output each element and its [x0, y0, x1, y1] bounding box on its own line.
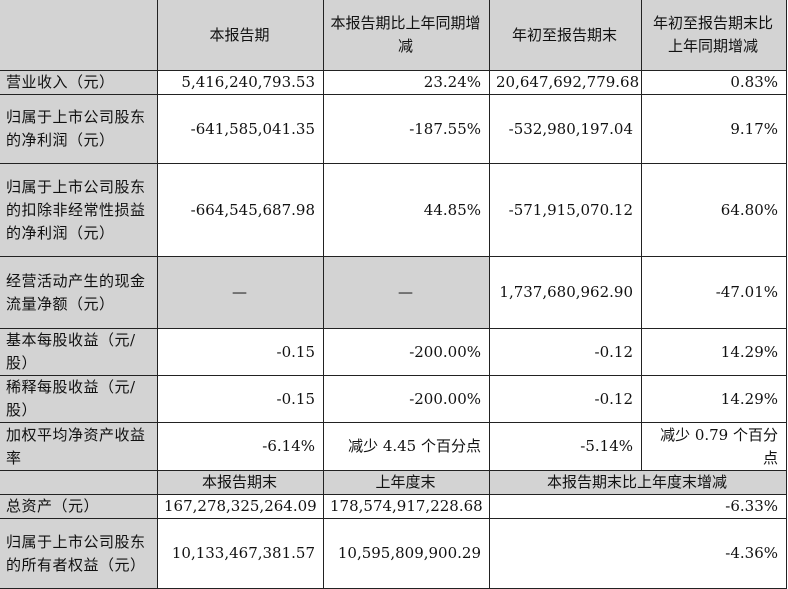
header-cell: 本报告期末 — [157, 470, 324, 495]
cell: -571,915,070.12 — [489, 163, 642, 257]
row-label: 稀释每股收益（元/股） — [0, 375, 158, 423]
cell: -664,545,687.98 — [157, 163, 324, 257]
header-cell: 本报告期比上年同期增减 — [323, 0, 490, 71]
cell: 减少 4.45 个百分点 — [323, 422, 490, 471]
header-cell: 本报告期 — [157, 0, 324, 71]
cell: 14.29% — [641, 375, 787, 423]
table-row: 稀释每股收益（元/股） -0.15 -200.00% -0.12 14.29% — [0, 375, 787, 423]
cell: 14.29% — [641, 328, 787, 376]
table-row: 总资产（元） 167,278,325,264.09 178,574,917,22… — [0, 494, 787, 519]
table-row: 归属于上市公司股东的所有者权益（元） 10,133,467,381.57 10,… — [0, 518, 787, 589]
header-cell-blank — [0, 0, 158, 71]
table-row: 归属于上市公司股东的净利润（元） -641,585,041.35 -187.55… — [0, 94, 787, 164]
cell: 20,647,692,779.68 — [489, 70, 642, 95]
table-row: 基本每股收益（元/股） -0.15 -200.00% -0.12 14.29% — [0, 328, 787, 376]
header-cell: 上年度末 — [323, 470, 490, 495]
table-row: 加权平均净资产收益率 -6.14% 减少 4.45 个百分点 -5.14% 减少… — [0, 422, 787, 471]
row-label: 总资产（元） — [0, 494, 158, 519]
cell: 1,737,680,962.90 — [489, 256, 642, 329]
cell: 5,416,240,793.53 — [157, 70, 324, 95]
cell: -6.33% — [489, 494, 787, 519]
cell: 64.80% — [641, 163, 787, 257]
cell: 0.83% — [641, 70, 787, 95]
header-row: 本报告期 本报告期比上年同期增减 年初至报告期末 年初至报告期末比上年同期增减 — [0, 0, 787, 71]
cell: — — [157, 256, 324, 329]
cell: 23.24% — [323, 70, 490, 95]
row-label: 营业收入（元） — [0, 70, 158, 95]
cell: -200.00% — [323, 375, 490, 423]
row-label: 加权平均净资产收益率 — [0, 422, 158, 471]
cell: 167,278,325,264.09 — [157, 494, 324, 519]
cell: -0.12 — [489, 328, 642, 376]
cell: -187.55% — [323, 94, 490, 164]
cell: -200.00% — [323, 328, 490, 376]
cell: -0.15 — [157, 328, 324, 376]
cell: 178,574,917,228.68 — [323, 494, 490, 519]
cell: 44.85% — [323, 163, 490, 257]
cell: — — [323, 256, 490, 329]
cell: -0.12 — [489, 375, 642, 423]
header-cell-blank — [0, 470, 158, 495]
cell: 9.17% — [641, 94, 787, 164]
table-row: 归属于上市公司股东的扣除非经常性损益的净利润（元） -664,545,687.9… — [0, 163, 787, 257]
header-row-2: 本报告期末 上年度末 本报告期末比上年度末增减 — [0, 470, 787, 495]
header-cell: 年初至报告期末比上年同期增减 — [641, 0, 787, 71]
table-row: 经营活动产生的现金流量净额（元） — — 1,737,680,962.90 -4… — [0, 256, 787, 329]
row-label: 基本每股收益（元/股） — [0, 328, 158, 376]
row-label: 经营活动产生的现金流量净额（元） — [0, 256, 158, 329]
row-label: 归属于上市公司股东的净利润（元） — [0, 94, 158, 164]
cell: -641,585,041.35 — [157, 94, 324, 164]
header-cell: 本报告期末比上年度末增减 — [489, 470, 787, 495]
cell: -0.15 — [157, 375, 324, 423]
cell: -532,980,197.04 — [489, 94, 642, 164]
table-row: 营业收入（元） 5,416,240,793.53 23.24% 20,647,6… — [0, 70, 787, 95]
row-label: 归属于上市公司股东的所有者权益（元） — [0, 518, 158, 589]
row-label: 归属于上市公司股东的扣除非经常性损益的净利润（元） — [0, 163, 158, 257]
header-cell: 年初至报告期末 — [489, 0, 642, 71]
cell: 10,595,809,900.29 — [323, 518, 490, 589]
cell: -5.14% — [489, 422, 642, 471]
cell: 10,133,467,381.57 — [157, 518, 324, 589]
cell: 减少 0.79 个百分点 — [641, 422, 787, 471]
cell: -47.01% — [641, 256, 787, 329]
cell: -6.14% — [157, 422, 324, 471]
cell: -4.36% — [489, 518, 787, 589]
